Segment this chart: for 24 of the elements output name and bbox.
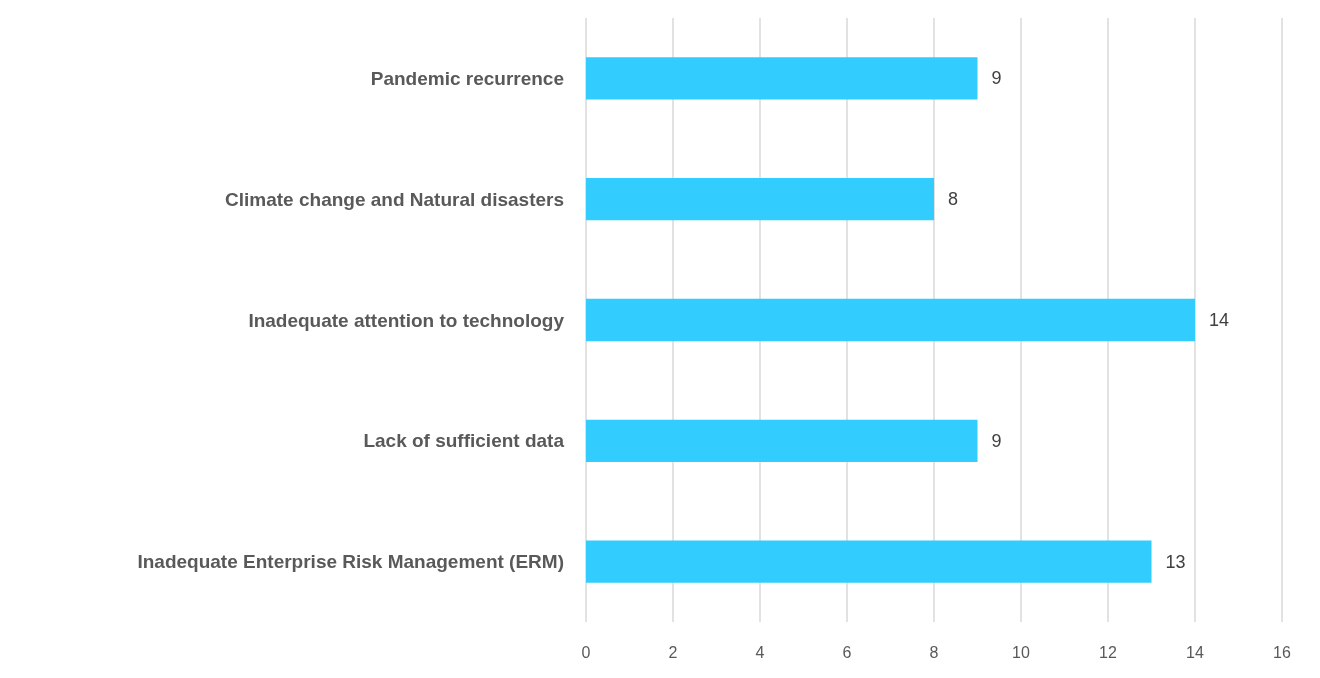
data-label: 9 <box>991 68 1002 89</box>
x-tick-label: 8 <box>929 643 939 661</box>
y-tick-label: Inadequate attention to technology <box>248 309 565 331</box>
y-tick-label: Pandemic recurrence <box>370 67 564 89</box>
data-label: 9 <box>991 430 1002 451</box>
data-label: 13 <box>1165 551 1186 572</box>
bar <box>586 419 978 462</box>
x-tick-label: 2 <box>668 643 678 661</box>
x-tick-label: 14 <box>1186 643 1204 661</box>
x-tick-label: 12 <box>1099 643 1117 661</box>
data-label: 8 <box>948 189 959 210</box>
y-tick-label: Climate change and Natural disasters <box>225 188 564 210</box>
x-tick-label: 16 <box>1273 643 1291 661</box>
x-tick-label: 10 <box>1012 643 1030 661</box>
x-tick-label: 6 <box>842 643 852 661</box>
x-tick-label: 4 <box>755 643 765 661</box>
bar <box>586 540 1152 583</box>
y-tick-label: Lack of sufficient data <box>363 430 565 452</box>
bar <box>586 178 934 221</box>
bar <box>586 298 1195 342</box>
y-tick-label: Inadequate Enterprise Risk Management (ERM) <box>137 551 564 573</box>
bar <box>586 57 978 100</box>
x-tick-label: 0 <box>581 643 591 661</box>
data-label: 14 <box>1209 310 1230 330</box>
